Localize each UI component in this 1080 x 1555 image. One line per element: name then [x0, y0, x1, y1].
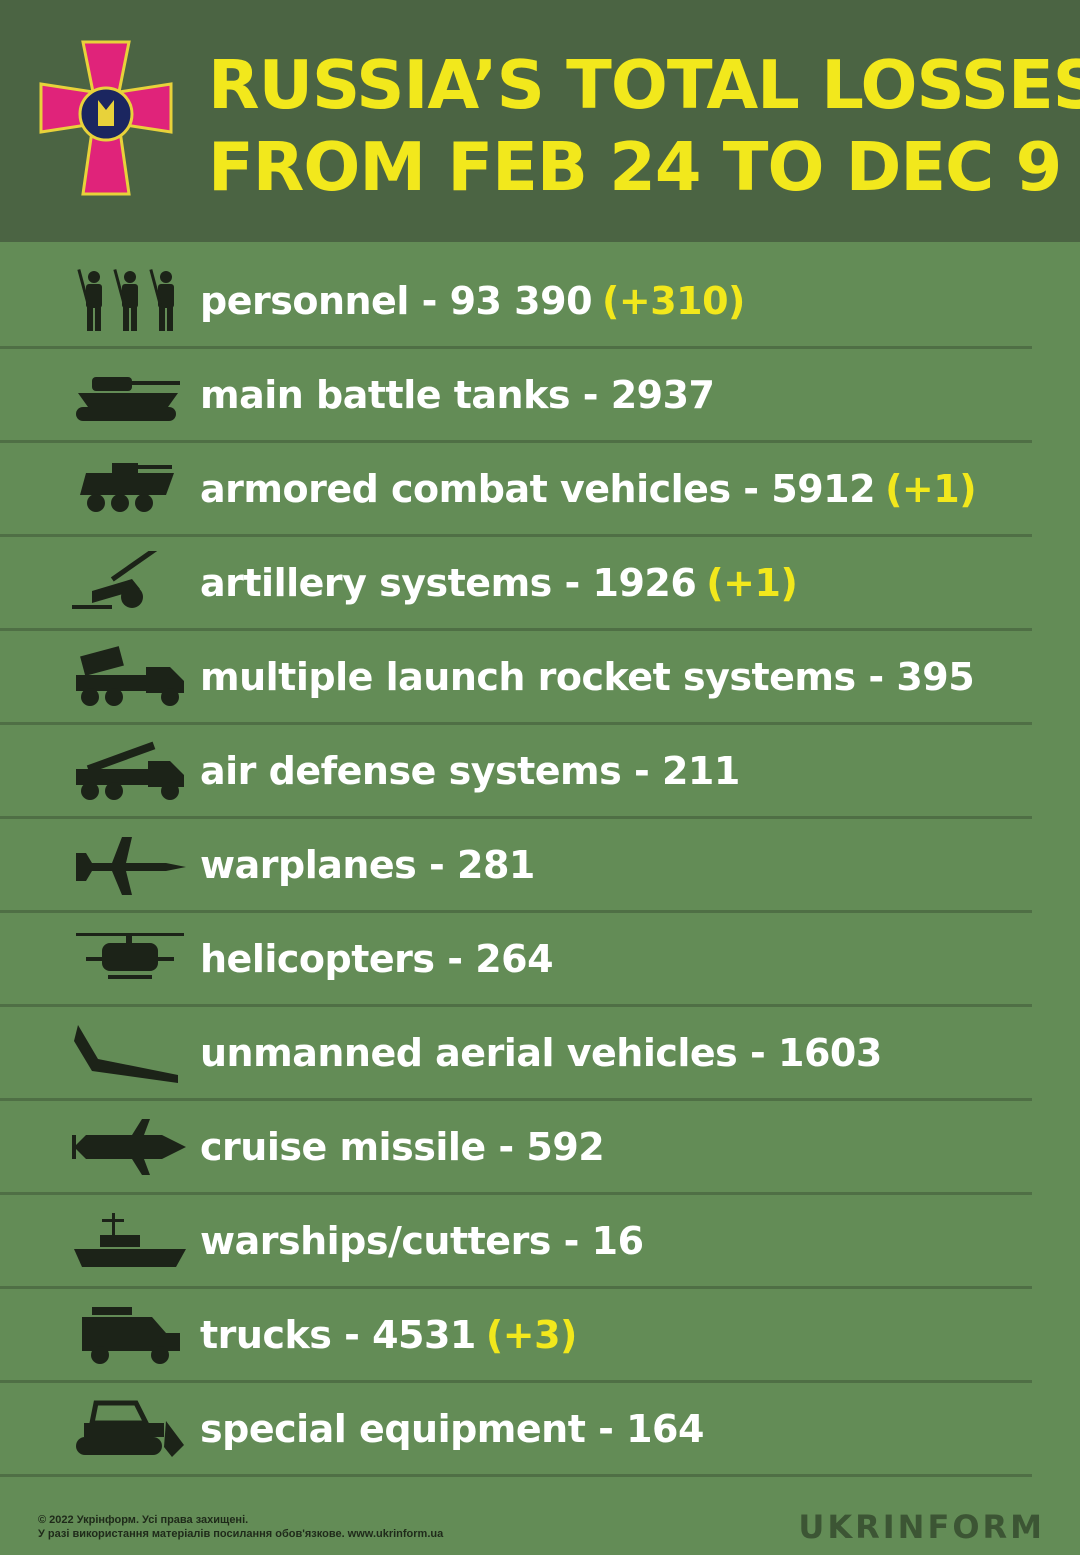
daily-increase: (+310): [602, 278, 745, 323]
loss-label: cruise missile - 592: [200, 1124, 605, 1169]
loss-count: multiple launch rocket systems - 395: [200, 654, 975, 699]
loss-row: main battle tanks - 2937: [0, 349, 1032, 443]
truck-icon: [70, 1300, 190, 1370]
footer: © 2022 Укрінформ. Усі права захищені. У …: [38, 1513, 443, 1541]
loss-count: cruise missile - 592: [200, 1124, 605, 1169]
loss-row: air defense systems - 211: [0, 725, 1032, 819]
loss-count: artillery systems - 1926: [200, 560, 697, 605]
daily-increase: (+1): [706, 560, 798, 605]
ukrinform-logo: UKRINFORM: [798, 1508, 1045, 1546]
loss-count: armored combat vehicles - 5912: [200, 466, 876, 511]
soldiers-icon: [70, 266, 190, 336]
drone-icon: [70, 1018, 190, 1088]
title-line-1: RUSSIA’S TOTAL LOSSES: [208, 46, 1080, 124]
loss-row: artillery systems - 1926 (+1): [0, 537, 1032, 631]
loss-count: main battle tanks - 2937: [200, 372, 715, 417]
loss-count: trucks - 4531: [200, 1312, 476, 1357]
title-line-2: FROM FEB 24 TO DEC 9: [208, 128, 1062, 206]
loss-label: main battle tanks - 2937: [200, 373, 715, 417]
helicopter-icon: [70, 924, 190, 994]
loss-row: personnel - 93 390 (+310): [0, 255, 1032, 349]
page-title: RUSSIA’S TOTAL LOSSES FROM FEB 24 TO DEC…: [208, 44, 1080, 208]
loss-label: armored combat vehicles - 5912 (+1): [200, 466, 977, 511]
armed-forces-emblem-icon: [39, 40, 173, 196]
loss-label: unmanned aerial vehicles - 1603: [200, 1031, 882, 1075]
loss-row: trucks - 4531 (+3): [0, 1289, 1032, 1383]
loss-count: warships/cutters - 16: [200, 1218, 644, 1263]
loss-row: warships/cutters - 16: [0, 1195, 1032, 1289]
daily-increase: (+1): [885, 466, 977, 511]
loss-count: special equipment - 164: [200, 1406, 704, 1451]
artillery-icon: [70, 548, 190, 618]
loss-label: warships/cutters - 16: [200, 1219, 644, 1263]
warship-icon: [70, 1206, 190, 1276]
loss-label: air defense systems - 211: [200, 749, 740, 793]
loss-count: helicopters - 264: [200, 936, 554, 981]
loss-row: multiple launch rocket systems - 395: [0, 631, 1032, 725]
loss-row: unmanned aerial vehicles - 1603: [0, 1007, 1032, 1101]
loss-label: special equipment - 164: [200, 1407, 704, 1451]
tank-icon: [70, 360, 190, 430]
losses-list: personnel - 93 390 (+310) main battle tank…: [0, 255, 1080, 1477]
loss-count: air defense systems - 211: [200, 748, 740, 793]
loss-row: cruise missile - 592: [0, 1101, 1032, 1195]
warplane-icon: [70, 830, 190, 900]
loss-label: multiple launch rocket systems - 395: [200, 654, 975, 699]
loss-label: artillery systems - 1926 (+1): [200, 560, 798, 605]
loss-label: trucks - 4531 (+3): [200, 1313, 577, 1357]
daily-increase: (+3): [485, 1312, 578, 1357]
armored-vehicle-icon: [70, 454, 190, 524]
loss-row: warplanes - 281: [0, 819, 1032, 913]
copyright-text: © 2022 Укрінформ. Усі права захищені.: [38, 1514, 249, 1526]
loss-count: unmanned aerial vehicles - 1603: [200, 1030, 882, 1075]
air-defense-truck-icon: [70, 736, 190, 806]
loss-row: special equipment - 164: [0, 1383, 1032, 1477]
bulldozer-icon: [70, 1394, 190, 1464]
header: RUSSIA’S TOTAL LOSSES FROM FEB 24 TO DEC…: [0, 0, 1080, 242]
missile-icon: [70, 1112, 190, 1182]
loss-row: helicopters - 264: [0, 913, 1032, 1007]
loss-label: personnel - 93 390 (+310): [200, 279, 745, 323]
rocket-launcher-truck-icon: [70, 642, 190, 712]
loss-label: helicopters - 264: [200, 936, 554, 981]
usage-notice: У разі використання матеріалів посилання…: [38, 1528, 444, 1540]
loss-count: personnel - 93 390: [200, 278, 593, 323]
loss-row: armored combat vehicles - 5912 (+1): [0, 443, 1032, 537]
loss-label: warplanes - 281: [200, 843, 535, 887]
loss-count: warplanes - 281: [200, 842, 535, 887]
